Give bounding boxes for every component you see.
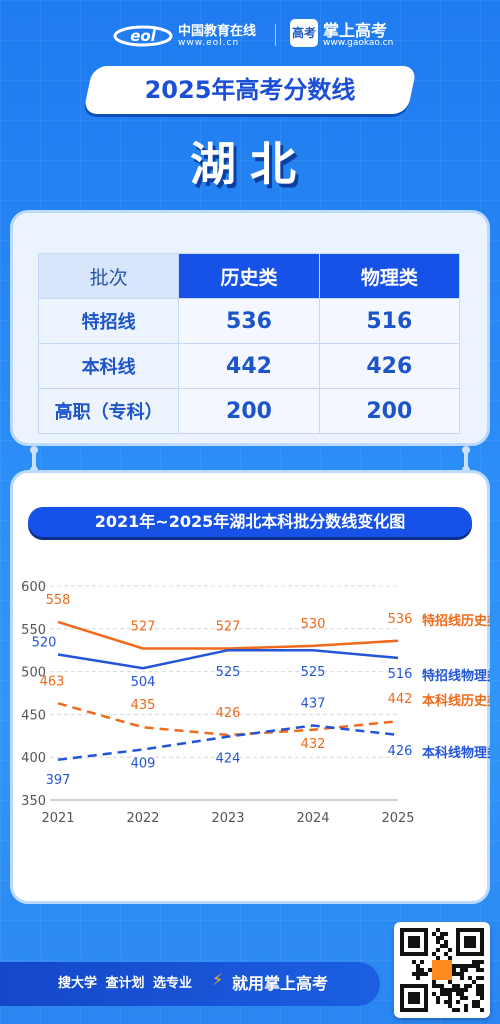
header-logos: eol 中国教育在线 www.eol.cn 高考 掌上高考 www.gaokao…	[0, 14, 500, 54]
eol-name: 中国教育在线	[178, 24, 257, 39]
x-tick-label: 2021	[41, 811, 74, 826]
x-tick-label: 2022	[126, 811, 159, 826]
data-label: 558	[46, 593, 71, 608]
y-tick-label: 500	[21, 666, 46, 681]
data-label: 527	[216, 619, 241, 634]
x-tick-label: 2024	[296, 811, 329, 826]
x-tick-label: 2025	[381, 811, 414, 826]
data-label: 527	[131, 619, 156, 634]
series-name-label: 特招线物理类	[422, 668, 490, 684]
data-label: 525	[301, 665, 326, 680]
history-score: 442	[178, 343, 320, 389]
gaokao-name: 掌上高考	[323, 21, 388, 40]
physics-score: 426	[318, 343, 461, 389]
data-label: 435	[131, 698, 156, 713]
eol-logo-icon: eol	[113, 25, 173, 47]
logo-divider	[275, 24, 276, 46]
data-label: 520	[32, 635, 57, 650]
data-label: 409	[131, 756, 156, 771]
eol-url: www.eol.cn	[178, 38, 240, 48]
physics-score: 516	[318, 298, 461, 344]
chart-title: 2021年~2025年湖北本科批分数线变化图	[28, 507, 472, 537]
y-tick-label: 600	[21, 580, 46, 595]
series-line	[57, 648, 399, 670]
table-header-row: 批次 历史类 物理类	[37, 253, 461, 299]
footer-features: 搜大学 查计划 选专业	[58, 976, 193, 991]
data-label: 536	[388, 612, 413, 627]
score-line-chart: 350 400 450 500 550 600 2021 2022 2023 2024 2025 55…	[21, 580, 490, 826]
header-batch: 批次	[37, 253, 180, 299]
series-name-label: 本科线历史类	[422, 693, 490, 709]
row-label: 高职（专科）	[37, 388, 180, 434]
y-tick-label: 350	[21, 794, 46, 809]
series-line	[57, 620, 399, 650]
footer-bar	[0, 962, 380, 1006]
data-label: 525	[216, 665, 241, 680]
lightning-icon: ⚡	[212, 970, 224, 989]
history-score: 536	[178, 298, 320, 344]
data-label: 437	[301, 697, 326, 712]
data-label: 516	[388, 667, 413, 682]
data-label: 426	[216, 706, 241, 721]
row-label: 特招线	[37, 298, 180, 344]
data-label: 432	[301, 737, 326, 752]
qr-code[interactable]	[394, 922, 490, 1018]
data-label: 424	[216, 752, 241, 767]
x-tick-label: 2023	[211, 811, 244, 826]
province-name: 湖北	[190, 137, 310, 191]
table-row: 高职（专科） 200 200	[37, 388, 461, 434]
table-row: 特招线 536 516	[37, 298, 461, 344]
card-connector-left	[30, 446, 38, 474]
data-label: 504	[131, 675, 156, 690]
footer-slogan: 就用掌上高考	[232, 974, 329, 993]
y-tick-label: 550	[21, 623, 46, 638]
data-label: 442	[388, 692, 413, 707]
header-physics: 物理类	[318, 253, 461, 299]
data-label: 397	[46, 773, 71, 788]
row-label: 本科线	[37, 343, 180, 389]
y-tick-label: 400	[21, 751, 46, 766]
score-table: 批次 历史类 物理类 特招线 536 516 本科线 442 426 高职（专科…	[37, 253, 461, 434]
data-label: 426	[388, 744, 413, 759]
data-label: 463	[40, 674, 65, 689]
gaokao-app-icon: 高考	[290, 19, 318, 47]
chart-card	[10, 470, 490, 904]
header-history: 历史类	[178, 253, 320, 299]
page-title: 2025年高考分数线	[144, 76, 356, 104]
svg-text:eol: eol	[130, 27, 156, 45]
physics-score: 200	[318, 388, 461, 434]
gaokao-url: www.gaokao.cn	[323, 38, 394, 48]
y-tick-label: 450	[21, 708, 46, 723]
qr-code-icon	[400, 928, 484, 1012]
card-connector-right	[462, 446, 470, 474]
data-label: 530	[301, 617, 326, 632]
history-score: 200	[178, 388, 320, 434]
series-name-label: 特招线历史类	[422, 613, 490, 629]
series-line	[57, 702, 399, 737]
table-row: 本科线 442 426	[37, 343, 461, 389]
series-name-label: 本科线物理类	[422, 745, 490, 761]
series-line	[57, 724, 399, 762]
